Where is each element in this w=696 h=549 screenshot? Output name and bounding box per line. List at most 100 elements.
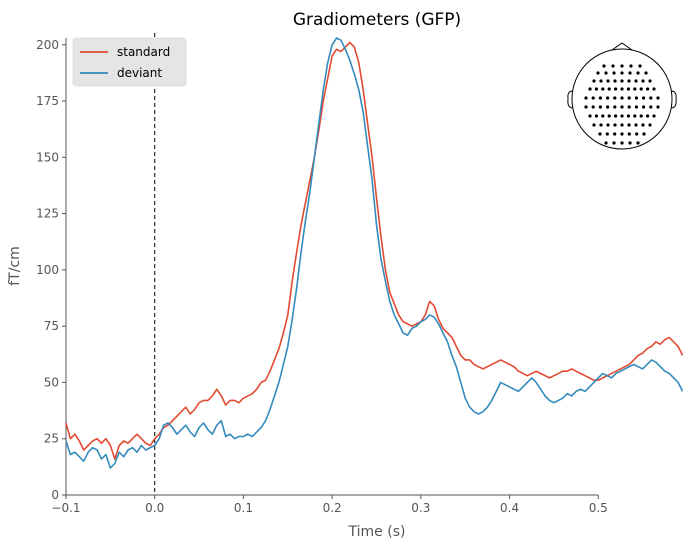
sensor-dot	[605, 132, 609, 136]
y-axis-label: fT/cm	[7, 246, 23, 286]
sensor-dot	[604, 141, 608, 145]
sensor-dot	[614, 87, 618, 91]
sensor-dot	[639, 114, 643, 118]
sensor-dot	[606, 96, 610, 100]
sensor-dot	[629, 64, 633, 68]
y-ticks: 0 25 50 75 100 125 150 175 200	[36, 38, 66, 502]
sensor-dot	[620, 132, 624, 136]
sensor-dot	[626, 87, 631, 91]
x-axis-label: Time (s)	[348, 524, 406, 540]
chart-title: Gradiometers (GFP)	[293, 10, 461, 30]
y-tick-label: 75	[44, 319, 59, 333]
legend-label-deviant: deviant	[117, 66, 162, 80]
y-tick-label: 150	[36, 150, 59, 164]
sensor-dot	[642, 96, 646, 100]
sensor-dot	[628, 141, 632, 145]
sensor-dot	[633, 87, 637, 91]
sensor-dot	[634, 105, 639, 109]
sensor-dot	[634, 96, 639, 100]
sensor-dot	[652, 87, 656, 91]
sensor-dot	[638, 64, 642, 68]
sensor-dot	[641, 79, 645, 83]
sensor-dot	[601, 114, 605, 118]
sensor-dot	[598, 132, 602, 136]
sensor-dot	[620, 114, 624, 118]
sensor-dot	[606, 123, 610, 127]
sensor-dot	[594, 114, 599, 118]
sensor-dot	[642, 105, 646, 109]
sensor-dot	[620, 123, 624, 127]
legend-label-standard: standard	[117, 45, 170, 59]
sensor-dot	[620, 79, 624, 83]
x-tick-label: −0.1	[51, 501, 80, 515]
sensor-dot	[613, 79, 617, 83]
sensor-dot	[646, 114, 650, 118]
left-ear-outline	[567, 90, 574, 109]
sensor-dot	[607, 114, 611, 118]
sensor-dot	[627, 105, 631, 109]
nose-outline	[611, 42, 633, 51]
sensor-dot	[639, 87, 643, 91]
sensor-dot	[598, 96, 603, 100]
sensor-dot	[584, 105, 588, 109]
x-tick-label: 0.3	[411, 501, 430, 515]
sensor-dot	[620, 87, 624, 91]
sensor-dot	[612, 71, 616, 75]
sensor-dot	[620, 105, 624, 109]
sensor-dot	[646, 87, 650, 91]
sensor-dot	[606, 105, 610, 109]
sensor-dot	[633, 114, 637, 118]
sensor-dot	[649, 105, 653, 109]
sensor-dot	[607, 87, 611, 91]
right-ear-outline	[670, 90, 677, 109]
y-tick-label: 125	[36, 207, 59, 221]
x-tick-label: 0.4	[500, 501, 519, 515]
sensor-dot	[599, 79, 603, 83]
sensor-dot	[634, 79, 638, 83]
sensor-dot	[648, 123, 652, 127]
sensor-dot	[648, 79, 652, 83]
sensor-dot	[620, 96, 624, 100]
x-tick-label: 0.5	[589, 501, 608, 515]
sensor-dot	[612, 141, 616, 145]
sensor-dot	[611, 64, 615, 68]
sensor-dot	[620, 64, 624, 68]
sensor-dot	[613, 123, 617, 127]
sensor-dot	[613, 96, 617, 100]
sensor-dot	[599, 123, 603, 127]
sensor-dot	[613, 105, 617, 109]
legend: standard deviant	[72, 37, 187, 87]
y-tick-label: 175	[36, 94, 59, 108]
y-tick-label: 200	[36, 38, 59, 52]
sensor-dot	[628, 71, 632, 75]
sensor-dot	[613, 132, 617, 136]
sensor-dot	[601, 87, 605, 91]
sensor-dot	[614, 114, 618, 118]
sensor-dot	[644, 71, 648, 75]
sensor-dot	[588, 114, 592, 118]
sensor-dot	[591, 96, 595, 100]
sensor-dot	[634, 123, 638, 127]
sensor-dot	[641, 123, 645, 127]
sensor-dot	[604, 71, 608, 75]
sensor-dot	[656, 96, 660, 100]
sensor-dot	[636, 71, 640, 75]
y-tick-label: 100	[36, 263, 59, 277]
sensor-dot	[627, 79, 631, 83]
sensor-dot	[626, 114, 631, 118]
sensor-dot	[620, 71, 624, 75]
series-line-deviant	[65, 37, 684, 469]
sensor-dot	[591, 105, 595, 109]
sensor-dot	[620, 141, 624, 145]
x-tick-label: 0.2	[323, 501, 342, 515]
sensor-layout-inset	[567, 42, 677, 150]
sensor-dot	[642, 132, 646, 136]
sensor-dot	[596, 71, 600, 75]
sensor-dot	[592, 123, 596, 127]
sensor-dot	[584, 96, 588, 100]
sensor-dot	[656, 105, 660, 109]
sensor-dot	[602, 64, 606, 68]
sensor-dot	[652, 114, 656, 118]
x-tick-label: 0.1	[234, 501, 253, 515]
